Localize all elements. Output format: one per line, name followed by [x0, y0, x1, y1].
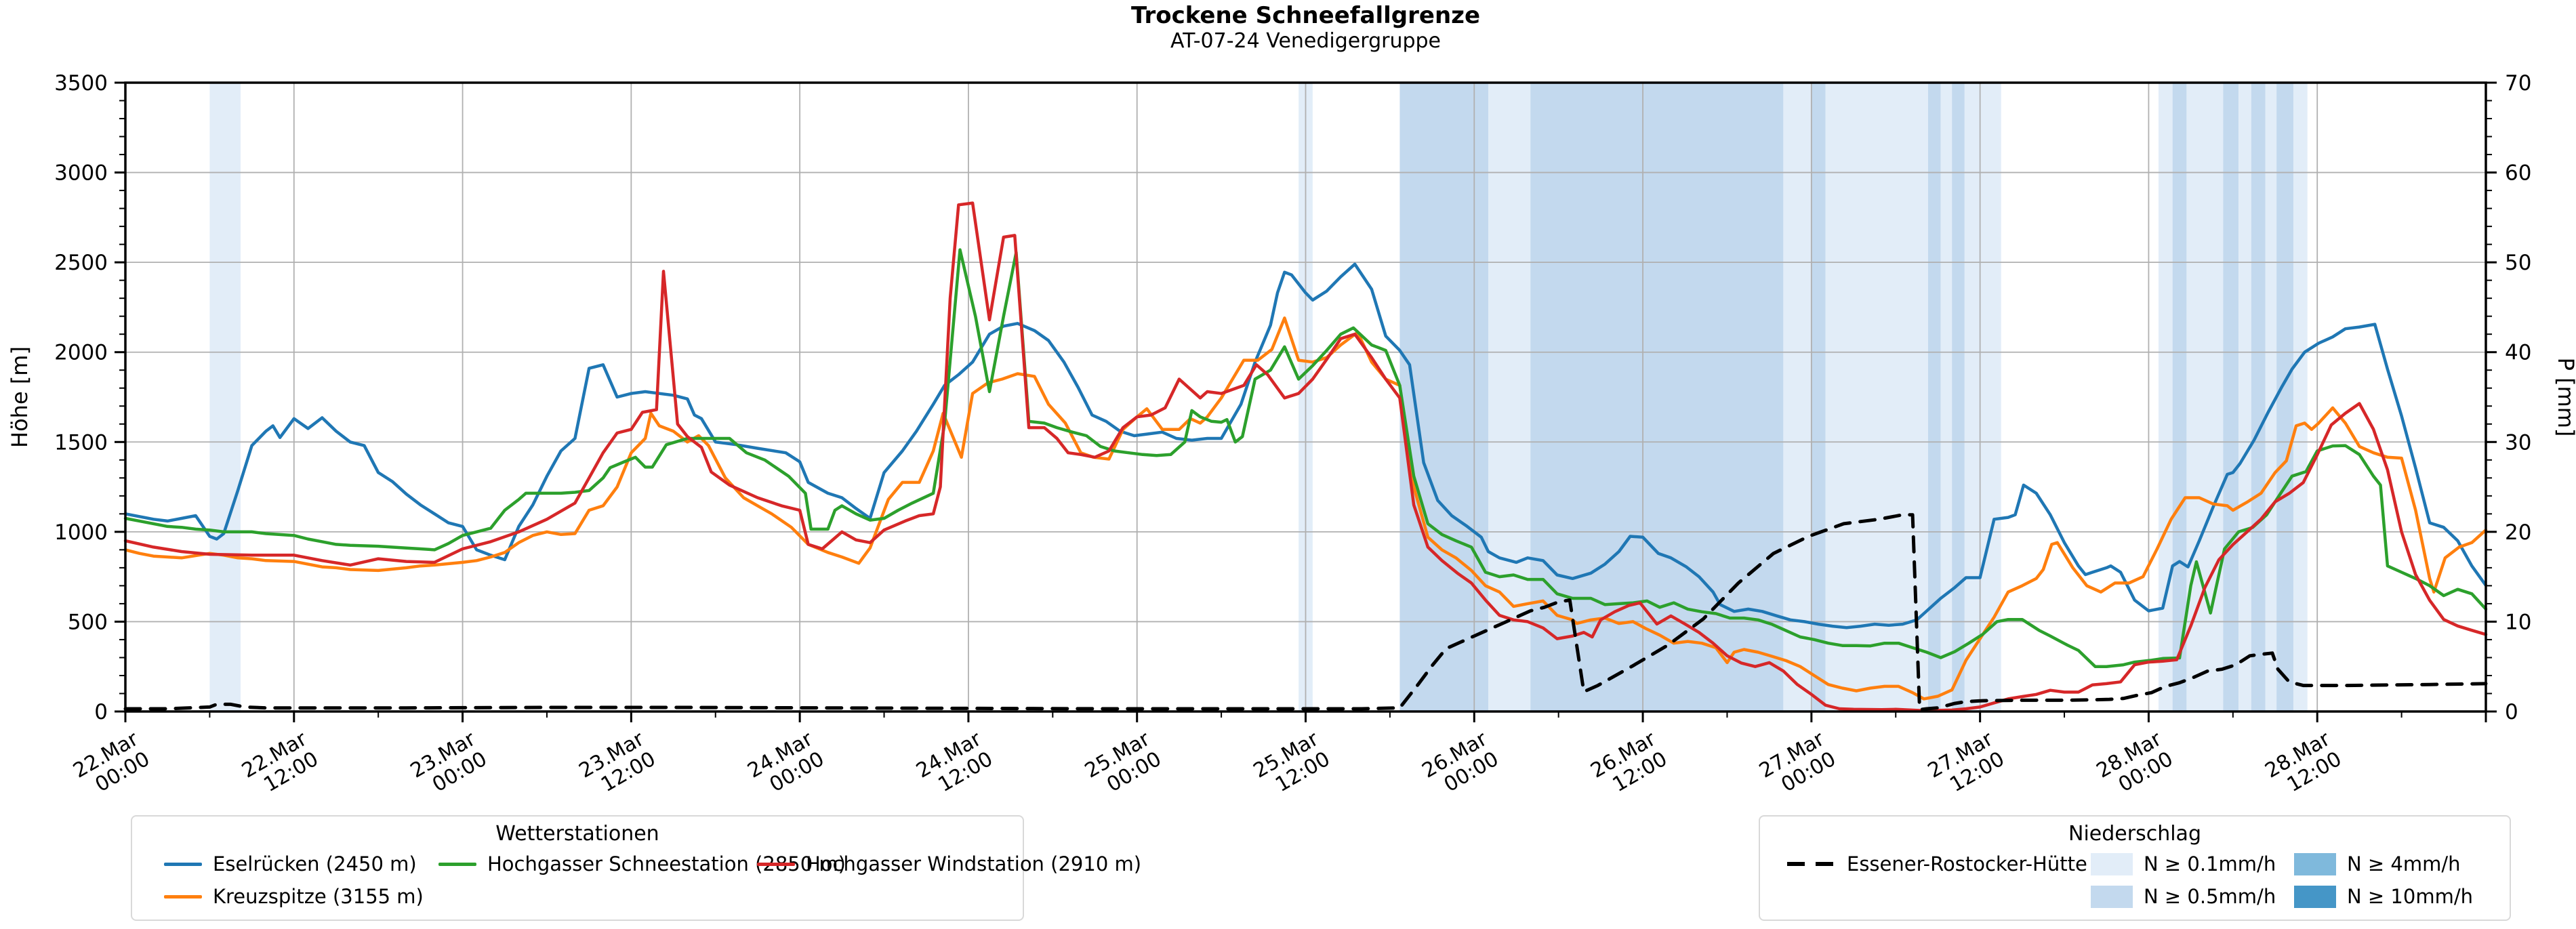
legend-item-label: Eselrücken (2450 m) [213, 852, 417, 875]
series-line-essener-rostocker-huette [123, 513, 2488, 711]
x-tick-label: 24.Mar00:00 [743, 727, 828, 803]
legend-item-n-ge-0.1mmh: N ≥ 0.1mm/h [2091, 852, 2276, 876]
legend-weather-stations: Wetterstationen Eselrücken (2450 m) Kreuz… [131, 815, 1141, 921]
legend-line-sample [757, 862, 795, 866]
y-right-tick-label: 60 [2505, 161, 2531, 186]
y-axis-label-left: Höhe [m] [7, 346, 33, 448]
precip-band-0.1mmh [1940, 83, 1953, 711]
legend-item-label: Essener-Rostocker-Hütte [1847, 852, 2087, 875]
precip-band-0.1mmh [1783, 83, 1812, 711]
y-left-tick-label: 1000 [54, 520, 108, 545]
precip-band-0.1mmh [2158, 83, 2173, 711]
x-tick-label: 23.Mar00:00 [407, 727, 491, 803]
legend-item-n-ge-0.5mmh: N ≥ 0.5mm/h [2091, 884, 2276, 909]
legend-item-eselr-cken-2450-m-: Eselrücken (2450 m) [164, 852, 417, 876]
legend-item-hochgasser-windstation-2910-m-: Hochgasser Windstation (2910 m) [757, 852, 1141, 876]
y-axis-label-right: P [mm] [2553, 358, 2576, 437]
y-left-tick-label: 500 [68, 610, 108, 634]
legend-item-kreuzspitze-3155-m-: Kreuzspitze (3155 m) [164, 884, 424, 909]
legend-line-sample [164, 894, 202, 899]
precip-band-0.1mmh [1825, 83, 1928, 711]
x-tick-label: 27.Mar12:00 [1924, 727, 2009, 803]
precip-band-0.1mmh [209, 83, 241, 711]
legend-patch-sample-10mmh [2294, 885, 2336, 908]
legend-precipitation: Niederschlag Essener-Rostocker-Hütte N ≥ … [1759, 815, 2511, 921]
precip-band-0.1mmh [1488, 83, 1531, 711]
chart-subtitle: AT-07-24 Venedigergruppe [1170, 29, 1442, 53]
series-line-hochgasser-schnee [123, 248, 2488, 668]
legend-item-label: N ≥ 4mm/h [2347, 852, 2461, 875]
legend-item-label: N ≥ 0.5mm/h [2144, 885, 2276, 908]
legend-line-sample [164, 862, 202, 866]
legend-item-essener-rostocker-huette: Essener-Rostocker-Hütte [1787, 852, 2087, 876]
x-tick-label: 25.Mar12:00 [1250, 727, 1334, 803]
x-tick-label: 25.Mar00:00 [1081, 727, 1166, 803]
precip-band-0.5mmh [2223, 83, 2239, 711]
series-line-eselruecken [123, 262, 2488, 629]
y-right-tick-label: 40 [2505, 341, 2531, 365]
y-left-tick-label: 2500 [54, 251, 108, 275]
precip-band-0.5mmh [2172, 83, 2187, 711]
legend-item-label: N ≥ 10mm/h [2347, 885, 2473, 908]
y-right-tick-label: 20 [2505, 520, 2531, 545]
x-tick-label: 22.Mar00:00 [69, 727, 154, 803]
legend-weather-stations-title: Wetterstationen [495, 822, 659, 846]
y-left-tick-label: 3000 [54, 161, 108, 186]
precip-band-0.1mmh [1964, 83, 2001, 711]
precip-band-0.5mmh [2251, 83, 2266, 711]
y-right-tick-label: 0 [2505, 700, 2518, 724]
y-left-tick-label: 0 [94, 700, 108, 724]
legend-patch-sample-0.1mmh [2091, 852, 2133, 875]
y-right-tick-label: 10 [2505, 610, 2531, 634]
legend-line-sample [438, 862, 476, 866]
precip-band-0.5mmh [1811, 83, 1826, 711]
precip-band-0.1mmh [2265, 83, 2277, 711]
x-tick-label: 24.Mar12:00 [912, 727, 997, 803]
x-tick-label: 28.Mar00:00 [2093, 727, 2178, 803]
x-tick-label: 26.Mar12:00 [1587, 727, 1671, 803]
legend-precipitation-title: Niederschlag [2068, 822, 2201, 846]
precip-band-0.1mmh [2186, 83, 2224, 711]
legend-item-label: Kreuzspitze (3155 m) [213, 885, 424, 908]
legend-dashed-line-sample [1787, 862, 1836, 866]
precip-band-0.5mmh [2276, 83, 2293, 711]
series-line-kreuzspitze [123, 316, 2488, 701]
legend-patch-sample-0.5mmh [2091, 885, 2133, 908]
y-left-tick-label: 3500 [54, 71, 108, 96]
x-tick-label: 27.Mar00:00 [1755, 727, 1840, 803]
y-left-tick-label: 1500 [54, 430, 108, 455]
chart-title: Trockene Schneefallgrenze [1130, 2, 1481, 29]
y-right-tick-label: 30 [2505, 430, 2531, 455]
legend-item-n-ge-10mmh: N ≥ 10mm/h [2294, 884, 2473, 909]
series-line-hochgasser-wind [123, 201, 2488, 712]
legend-patch-sample-4mmh [2294, 852, 2336, 875]
x-tick-label: 23.Mar12:00 [575, 727, 660, 803]
x-tick-label: 26.Mar00:00 [1418, 727, 1502, 803]
precip-band-0.1mmh [2293, 83, 2308, 711]
x-tick-label: 28.Mar12:00 [2261, 727, 2346, 803]
gridline-layer [125, 83, 2486, 711]
x-tick-label: 22.Mar12:00 [238, 727, 323, 803]
series-layer [123, 201, 2488, 712]
y-right-tick-label: 70 [2505, 71, 2531, 96]
precip-band-0.1mmh [2238, 83, 2251, 711]
y-right-tick-label: 50 [2505, 251, 2531, 275]
legend-item-label: N ≥ 0.1mm/h [2144, 852, 2276, 875]
precip-band-0.5mmh [1927, 83, 1941, 711]
legend-item-label: Hochgasser Windstation (2910 m) [806, 852, 1142, 875]
y-left-tick-label: 2000 [54, 341, 108, 365]
precip-band-0.5mmh [1952, 83, 1965, 711]
legend-item-n-ge-4mmh: N ≥ 4mm/h [2294, 852, 2461, 876]
